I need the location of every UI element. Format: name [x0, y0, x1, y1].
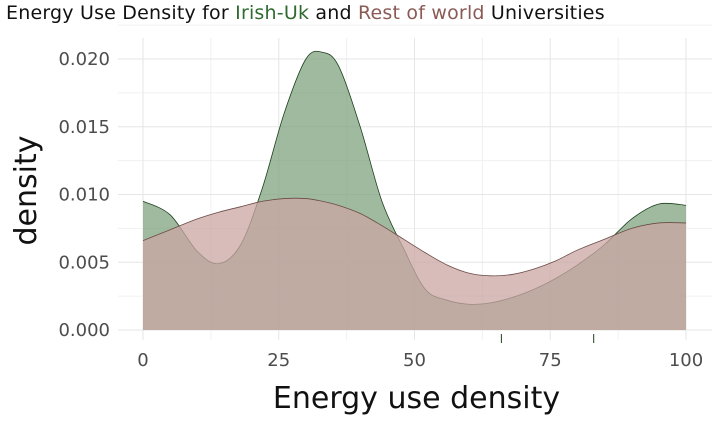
density-areas — [142, 50, 687, 330]
title-group-rest-of-world: Rest of world — [357, 2, 485, 24]
x-tick-label: 50 — [403, 350, 426, 371]
x-tick-label: 100 — [669, 350, 703, 371]
rug-marks — [500, 334, 595, 343]
x-tick-label: 75 — [539, 350, 562, 371]
chart-title: Energy Use Density for Irish-Uk and Rest… — [6, 2, 605, 24]
y-axis-label: density — [9, 136, 44, 246]
title-prefix: Energy Use Density for — [6, 2, 236, 24]
area-rest-of-world — [143, 198, 686, 330]
x-tick-label: 25 — [267, 350, 290, 371]
title-suffix: Universities — [484, 2, 605, 24]
density-line-rest-of-world — [142, 197, 687, 277]
y-tick-label: 0.010 — [58, 185, 110, 206]
x-axis-label: Energy use density — [273, 381, 560, 416]
x-tick-label: 0 — [137, 350, 148, 371]
title-middle: and — [309, 2, 358, 24]
y-tick-label: 0.020 — [58, 49, 110, 70]
y-tick-label: 0.000 — [58, 320, 110, 341]
y-tick-label: 0.015 — [58, 117, 110, 138]
title-group-irish-uk: Irish-Uk — [235, 2, 310, 24]
tick-labels: 0.000 0.005 0.010 0.015 0.020 0 25 50 75 100 — [58, 49, 703, 371]
y-tick-label: 0.005 — [58, 252, 110, 273]
